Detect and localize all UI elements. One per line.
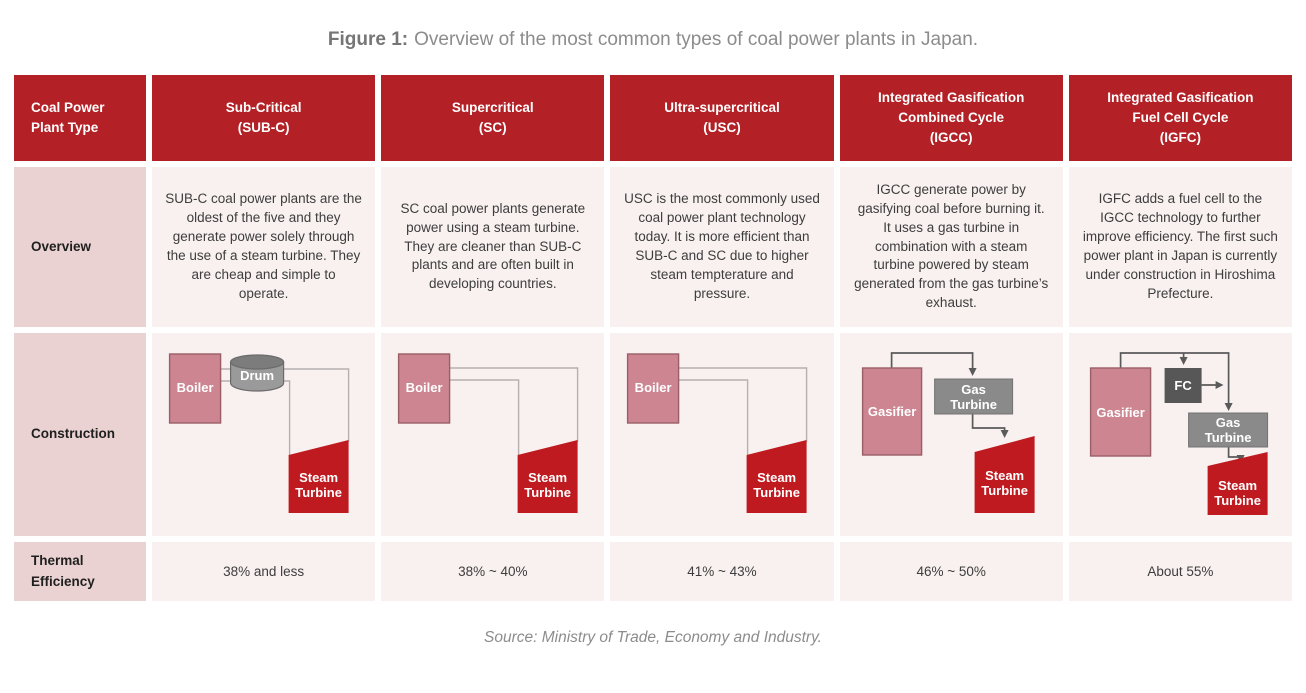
drum-top-face: [229, 354, 285, 370]
overview-cell-subc: SUB-C coal power plants are the oldest o…: [152, 167, 376, 327]
boiler-label: Boiler: [635, 380, 672, 395]
overview-cell-igcc: IGCC generate power by gasifying coal be…: [839, 167, 1063, 327]
drum-cylinder: [229, 361, 285, 392]
igfc-construction-diagram: Gasifier FC Gas Turbine Steam Turbine: [1089, 352, 1268, 515]
exhaust-flow-arrow: [971, 414, 1009, 438]
steam-turbine-label: Turbine: [981, 483, 1028, 498]
efficiency-cell-usc: 41% ~ 43%: [610, 542, 834, 601]
gasifier-label: Gasifier: [867, 404, 915, 419]
igcc-construction-diagram: Gasifier Gas Turbine Steam Turbine: [861, 352, 1035, 513]
overview-cell-sc: SC coal power plants generate power usin…: [381, 167, 605, 327]
construction-cell-igcc: Gasifier Gas Turbine Steam Turbine: [839, 333, 1063, 536]
overview-text-igfc: IGFC adds a fuel cell to the IGCC techno…: [1082, 191, 1278, 301]
boiler-box: [398, 353, 451, 424]
figure-caption: Figure 1: Overview of the most common typ…: [0, 27, 1306, 53]
usc-construction-diagram: Boiler Steam Turbine: [627, 353, 808, 513]
steam-turbine-label: Steam: [528, 470, 567, 485]
overview-cell-igfc: IGFC adds a fuel cell to the IGCC techno…: [1068, 167, 1292, 327]
construction-cell-subc: Boiler Drum Steam Turbine: [152, 333, 376, 536]
sc-construction-diagram: Boiler Steam Turbine: [398, 353, 579, 513]
gas-turbine-label: Gas: [961, 382, 986, 397]
drum-label: Drum: [240, 368, 274, 383]
steam-turbine-label: Turbine: [754, 485, 801, 500]
overview-text-subc: SUB-C coal power plants are the oldest o…: [165, 191, 362, 301]
steam-turbine-shape: [288, 440, 349, 513]
gas-flow-arrow: [1119, 352, 1233, 411]
gasifier-box: [1089, 367, 1152, 457]
steam-pipe: [678, 367, 808, 442]
figure-title-text: Overview of the most common types of coa…: [414, 29, 979, 50]
boiler-box: [168, 353, 222, 424]
efficiency-cell-sc: 38% ~ 40%: [381, 542, 605, 601]
fuel-cell-label: FC: [1174, 378, 1192, 393]
row-header-overview: Overview: [14, 167, 146, 327]
steam-pipe: [449, 379, 520, 456]
gas-turbine-label: Turbine: [950, 397, 997, 412]
source-attribution: Source: Ministry of Trade, Economy and I…: [484, 629, 822, 646]
figure-number-label: Figure 1:: [327, 29, 409, 50]
gas-turbine-box: [1187, 412, 1268, 448]
steam-turbine-shape: [974, 436, 1035, 513]
corner-header-coal-power-plant-type: Coal Power Plant Type: [14, 75, 146, 161]
steam-turbine-label: Steam: [757, 470, 796, 485]
steam-pipe: [449, 367, 579, 442]
overview-text-usc: USC is the most commonly used coal power…: [624, 191, 820, 301]
coal-plant-comparison-table: Coal Power Plant Type Sub-Critical (SUB-…: [14, 75, 1292, 601]
column-header-igcc: Integrated Gasification Combined Cycle (…: [839, 75, 1063, 161]
column-header-usc: Ultra-supercritical (USC): [610, 75, 834, 161]
steam-turbine-shape: [517, 440, 578, 513]
column-header-sc: Supercritical (SC): [381, 75, 605, 161]
row-header-thermal-efficiency: Thermal Efficiency: [14, 542, 146, 601]
boiler-label: Boiler: [406, 380, 443, 395]
gas-turbine-label: Gas: [1216, 415, 1241, 430]
steam-turbine-label: Turbine: [295, 485, 342, 500]
gasifier-box: [861, 367, 922, 456]
steam-pipe: [678, 379, 749, 456]
construction-cell-igfc: Gasifier FC Gas Turbine Steam Turbine: [1068, 333, 1292, 536]
steam-turbine-label: Steam: [1218, 478, 1257, 493]
efficiency-cell-igcc: 46% ~ 50%: [839, 542, 1063, 601]
construction-cell-usc: Boiler Steam Turbine: [610, 333, 834, 536]
gasifier-label: Gasifier: [1096, 405, 1144, 420]
steam-turbine-label: Turbine: [1214, 493, 1261, 508]
gas-flow-arrow: [890, 352, 977, 376]
column-header-igfc: Integrated Gasification Fuel Cell Cycle …: [1068, 75, 1292, 161]
overview-cell-usc: USC is the most commonly used coal power…: [610, 167, 834, 327]
boiler-box: [627, 353, 680, 424]
steam-turbine-label: Steam: [985, 468, 1024, 483]
construction-cell-sc: Boiler Steam Turbine: [381, 333, 605, 536]
efficiency-cell-subc: 38% and less: [152, 542, 376, 601]
steam-turbine-shape: [746, 440, 807, 513]
row-header-construction: Construction: [14, 333, 146, 536]
steam-turbine-shape: [1207, 452, 1268, 515]
overview-text-sc: SC coal power plants generate power usin…: [400, 200, 586, 292]
steam-turbine-label: Steam: [299, 470, 338, 485]
subc-construction-diagram: Boiler Drum Steam Turbine: [168, 353, 350, 513]
gas-turbine-label: Turbine: [1205, 430, 1252, 445]
steam-turbine-label: Turbine: [524, 485, 571, 500]
steam-pipe: [220, 380, 291, 456]
efficiency-cell-igfc: About 55%: [1068, 542, 1292, 601]
column-header-subc: Sub-Critical (SUB-C): [152, 75, 376, 161]
gas-turbine-box: [933, 378, 1013, 415]
fuel-cell-box: [1164, 368, 1202, 403]
overview-text-igcc: IGCC generate power by gasifying coal be…: [854, 181, 1049, 311]
boiler-label: Boiler: [177, 380, 214, 395]
